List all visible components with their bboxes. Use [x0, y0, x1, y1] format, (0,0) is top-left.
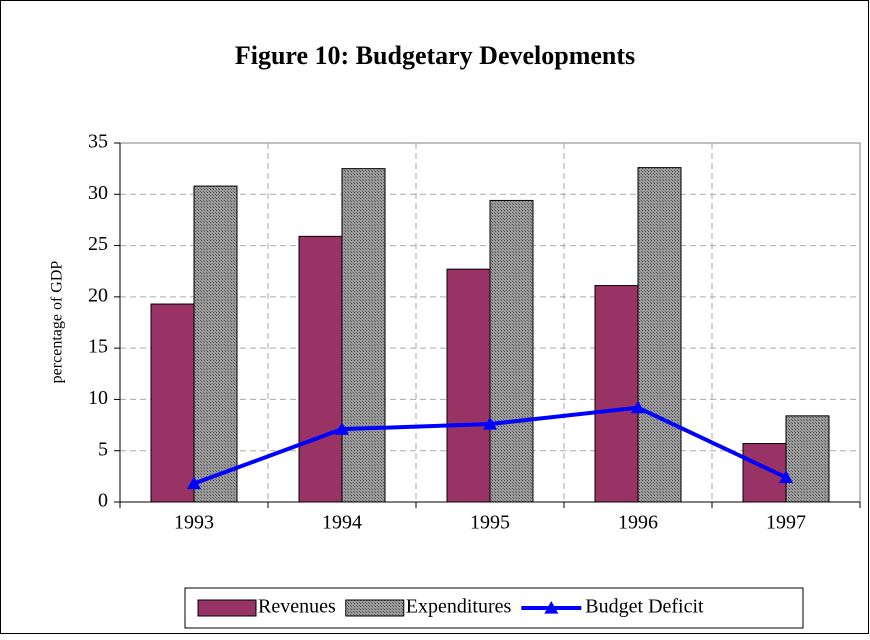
chart-title: Figure 10: Budgetary Developments — [235, 41, 635, 70]
y-tick-label: 25 — [88, 233, 108, 255]
legend-swatch — [345, 599, 405, 617]
x-tick-label: 1994 — [322, 512, 362, 534]
line-marker — [631, 400, 645, 414]
bar — [489, 199, 534, 503]
bar — [298, 235, 343, 503]
bar — [193, 185, 238, 503]
y-tick-label: 10 — [88, 387, 108, 409]
x-tick-label: 1996 — [618, 512, 658, 534]
y-tick-label: 0 — [98, 490, 108, 512]
line-marker — [779, 470, 793, 483]
legend — [184, 587, 804, 629]
legend-label: Expenditures — [406, 596, 512, 618]
x-tick-label: 1993 — [174, 512, 214, 534]
y-tick-label: 35 — [88, 131, 108, 153]
x-tick-label: 1995 — [470, 512, 510, 534]
y-tick-label: 30 — [88, 182, 108, 204]
line-marker — [335, 422, 349, 435]
bar — [785, 415, 830, 503]
legend-swatch — [197, 599, 257, 617]
y-tick-label: 5 — [98, 438, 108, 460]
y-tick-label: 15 — [88, 336, 108, 358]
legend-label: Revenues — [258, 596, 336, 618]
legend-label: Budget Deficit — [585, 596, 704, 618]
bar — [446, 268, 491, 503]
y-tick-label: 20 — [88, 284, 108, 306]
bar — [341, 168, 386, 503]
legend-marker — [544, 601, 559, 614]
line-marker — [483, 417, 497, 430]
bar — [150, 303, 195, 503]
line-marker — [187, 476, 201, 490]
bar — [594, 285, 639, 503]
y-axis-label: percentage of GDP — [49, 261, 66, 384]
x-tick-label: 1997 — [766, 512, 806, 534]
bar — [637, 167, 682, 503]
